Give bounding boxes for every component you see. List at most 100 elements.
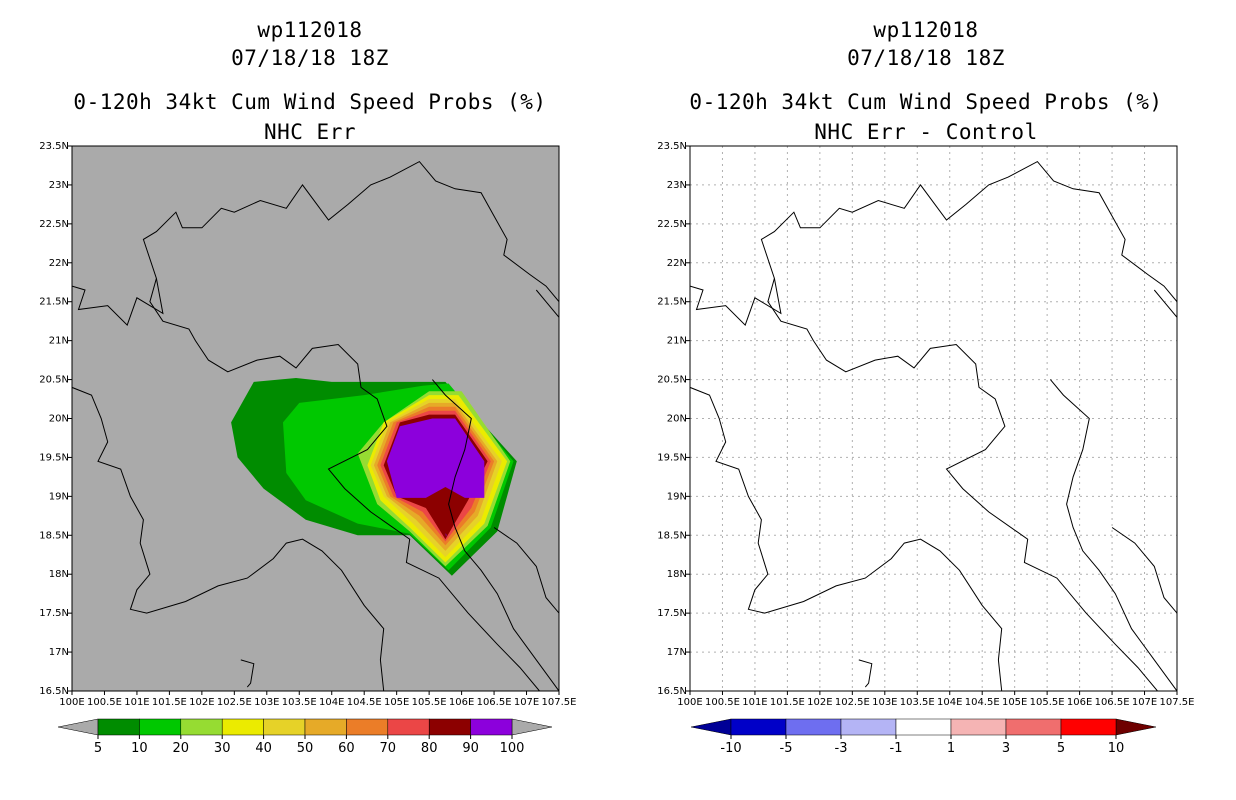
colorbar-label: 5	[94, 741, 102, 756]
coastline-border	[149, 278, 540, 691]
colorbar-swatch	[387, 718, 430, 736]
colorbar-label: -1	[890, 741, 903, 756]
colorbar-label: 80	[421, 741, 438, 756]
x-tick-label: 104E	[937, 697, 962, 708]
y-tick-label: 20N	[667, 414, 687, 425]
coastline-border	[493, 527, 559, 614]
y-tick-label: 23N	[49, 180, 69, 191]
x-tick-label: 107.5E	[542, 697, 577, 708]
contour-level-90	[386, 418, 485, 537]
y-tick-label: 23.5N	[657, 141, 687, 152]
x-tick-label: 102.5E	[217, 697, 252, 708]
x-tick-label: 100E	[59, 697, 84, 708]
x-tick-label: 101.5E	[770, 697, 805, 708]
y-tick-label: 22.5N	[39, 219, 69, 230]
y-tick-label: 16.5N	[39, 686, 69, 697]
colorbar-swatch	[730, 718, 787, 736]
y-tick-label: 16.5N	[657, 686, 687, 697]
left-title-line-4: NHC Err	[263, 120, 356, 144]
colorbar-label: -3	[835, 741, 848, 756]
x-tick-label: 104E	[319, 697, 344, 708]
x-tick-label: 106.5E	[1095, 697, 1130, 708]
x-tick-label: 102.5E	[835, 697, 870, 708]
coastline-border	[690, 386, 1003, 691]
colorbar-label: 100	[500, 741, 525, 756]
colorbar-label: 30	[214, 741, 231, 756]
x-tick-label: 103E	[254, 697, 279, 708]
colorbar-swatch	[895, 718, 952, 736]
colorbar-swatch	[1060, 718, 1117, 736]
coastline-border	[535, 289, 559, 318]
y-tick-label: 19N	[667, 491, 687, 502]
colorbar-left-arrow	[57, 718, 99, 736]
y-tick-label: 21N	[49, 336, 69, 347]
left-title-line-1: wp112018	[257, 18, 363, 42]
y-tick-label: 20.5N	[39, 375, 69, 386]
colorbar-swatch	[304, 718, 347, 736]
x-tick-label: 106.5E	[477, 697, 512, 708]
coastline-border	[858, 659, 873, 688]
left-title-line-3: 0-120h 34kt Cum Wind Speed Probs (%)	[73, 90, 547, 114]
x-tick-label: 104.5E	[965, 697, 1000, 708]
x-tick-label: 101E	[124, 697, 149, 708]
y-tick-label: 23.5N	[39, 141, 69, 152]
colorbar-right-arrow	[511, 718, 553, 736]
colorbar-label: 10	[131, 741, 148, 756]
x-tick-label: 102E	[807, 697, 832, 708]
x-tick-label: 100E	[677, 697, 702, 708]
map-panel-1: 100E 100.5E 101E 101.5E 102E 102.5E 103E 103.5E…	[39, 141, 576, 756]
right-title-line-1: wp112018	[873, 18, 979, 42]
y-tick-label: 17N	[49, 647, 69, 658]
colorbar-swatch	[139, 718, 182, 736]
coastline-border	[240, 659, 255, 688]
coastline-border	[72, 160, 559, 327]
colorbar-left-arrow	[690, 718, 732, 736]
colorbar-swatch	[428, 718, 471, 736]
coastline-border	[690, 160, 1177, 327]
y-tick-label: 23N	[667, 180, 687, 191]
coastline-layer	[72, 160, 559, 691]
x-tick-label: 101E	[742, 697, 767, 708]
colorbar-label: 3	[1002, 741, 1010, 756]
colorbar-label: 90	[462, 741, 479, 756]
coastline-border	[432, 379, 559, 691]
y-tick-label: 18N	[667, 569, 687, 580]
right-title-line-3: 0-120h 34kt Cum Wind Speed Probs (%)	[689, 90, 1163, 114]
y-tick-label: 19.5N	[39, 452, 69, 463]
coastline-border	[1153, 289, 1177, 318]
y-tick-label: 17.5N	[657, 608, 687, 619]
y-tick-label: 22N	[667, 258, 687, 269]
colorbar-swatch	[1005, 718, 1062, 736]
coastline-layer	[690, 160, 1177, 691]
map-panel-2: 100E 100.5E 101E 101.5E 102E 102.5E 103E 103.5E…	[657, 141, 1194, 756]
colorbar-label: -5	[780, 741, 793, 756]
colorbar-swatch	[840, 718, 897, 736]
x-tick-label: 105.5E	[412, 697, 447, 708]
coastline-border	[767, 278, 1158, 691]
colorbar-label: -10	[720, 741, 741, 756]
x-tick-label: 105E	[384, 697, 409, 708]
y-tick-label: 18.5N	[39, 530, 69, 541]
colorbar-1: 5 10 20 30 40 50 60 70 80 90 100	[57, 718, 553, 756]
colorbar-swatch	[263, 718, 306, 736]
colorbar-label: 1	[947, 741, 955, 756]
x-tick-label: 106E	[449, 697, 474, 708]
x-tick-label: 103.5E	[900, 697, 935, 708]
y-tick-label: 20N	[49, 414, 69, 425]
colorbar-label: 70	[380, 741, 397, 756]
y-tick-label: 20.5N	[657, 375, 687, 386]
colorbar-swatch	[97, 718, 140, 736]
x-tick-label: 105E	[1002, 697, 1027, 708]
y-tick-label: 17.5N	[39, 608, 69, 619]
colorbar-label: 60	[338, 741, 355, 756]
colorbar-label: 50	[297, 741, 314, 756]
y-tick-label: 22.5N	[657, 219, 687, 230]
colorbar-swatch	[785, 718, 842, 736]
x-tick-label: 104.5E	[347, 697, 382, 708]
x-tick-label: 106E	[1067, 697, 1092, 708]
y-tick-label: 21.5N	[657, 297, 687, 308]
x-tick-label: 101.5E	[152, 697, 187, 708]
x-tick-label: 100.5E	[87, 697, 122, 708]
x-tick-label: 100.5E	[705, 697, 740, 708]
